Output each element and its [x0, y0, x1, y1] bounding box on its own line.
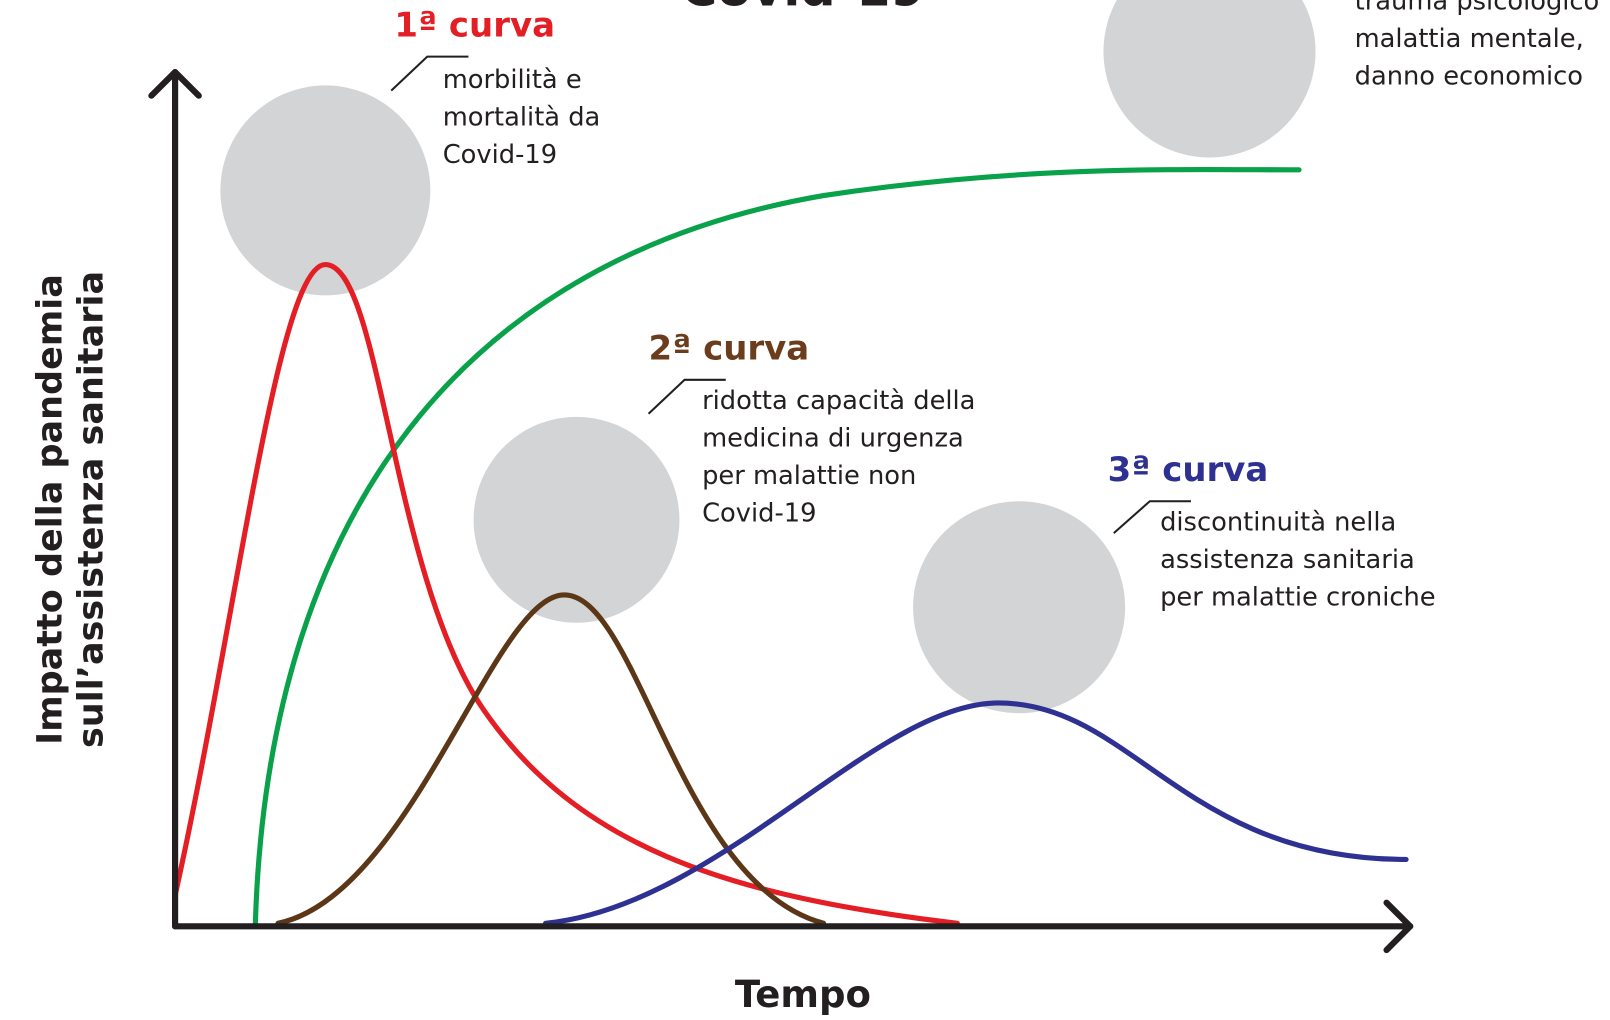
illustration-circle [474, 417, 680, 623]
curve-description: danno economico [1355, 62, 1583, 92]
curve-description: mortalità da [443, 102, 601, 132]
x-axis-label: Tempo [735, 973, 871, 1016]
curve-description: assistenza sanitaria [1160, 545, 1415, 575]
curve-description: ridotta capacità della [702, 386, 975, 416]
title: Covid-19 [681, 0, 925, 17]
curve-description: trauma psicologico [1355, 0, 1600, 17]
curve-label: 2ª curva [649, 328, 810, 368]
illustration-circle [913, 501, 1125, 713]
curve-label: 1ª curva [394, 5, 555, 45]
curve-description: per malattie non [702, 461, 916, 491]
curve-description: Covid-19 [702, 499, 816, 529]
curve-4 [255, 170, 1299, 924]
curve-label: 3ª curva [1108, 450, 1269, 490]
curve-3 [546, 703, 1406, 923]
curve-description: discontinuità nella [1160, 507, 1396, 537]
curve-description: malattia mentale, [1355, 24, 1584, 54]
curve-description: medicina di urgenza [702, 423, 964, 453]
curve-2 [278, 595, 824, 923]
illustration-circle [1103, 0, 1315, 157]
curve-description: per malattie croniche [1160, 583, 1436, 613]
diagram: Covid-19 Tempo Impatto della pandemia su… [0, 0, 1610, 1020]
curve-description: morbilità e [443, 65, 582, 95]
curve-description: Covid-19 [443, 140, 557, 170]
y-axis-label: sull’assistenza sanitaria [72, 271, 112, 748]
y-axis-label: Impatto della pandemia [31, 274, 71, 745]
